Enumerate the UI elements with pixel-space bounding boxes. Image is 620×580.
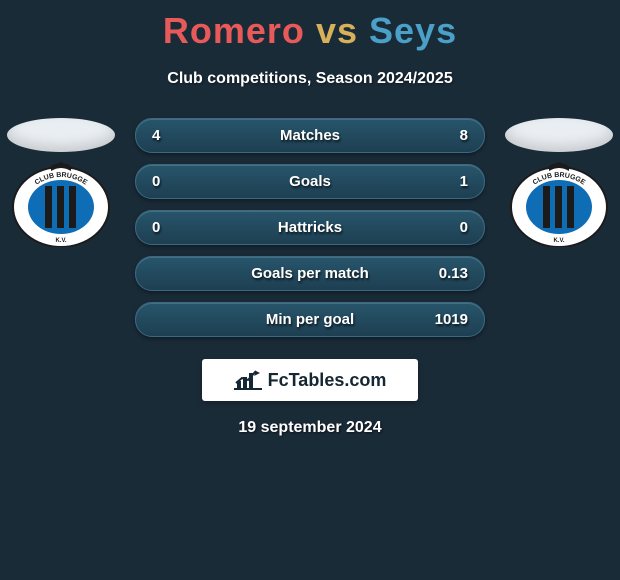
stat-row-matches: 4 Matches 8 xyxy=(135,118,485,153)
stat-right-value: 1019 xyxy=(435,311,468,328)
stat-row-goals: 0 Goals 1 xyxy=(135,164,485,199)
date-label: 19 september 2024 xyxy=(0,419,620,437)
stat-label: Hattricks xyxy=(136,219,484,236)
stat-label: Goals per match xyxy=(136,265,484,282)
subtitle: Club competitions, Season 2024/2025 xyxy=(0,70,620,88)
stat-row-hattricks: 0 Hattricks 0 xyxy=(135,210,485,245)
stat-label: Goals xyxy=(136,173,484,190)
player1-club-badge: CLUB BRUGGE K.V. xyxy=(11,162,111,247)
stat-right-value: 8 xyxy=(460,127,468,144)
player1-name: Romero xyxy=(163,10,305,51)
stats-list: 4 Matches 8 0 Goals 1 0 Hattricks 0 Goal… xyxy=(135,118,485,337)
stat-label: Matches xyxy=(136,127,484,144)
stat-label: Min per goal xyxy=(136,311,484,328)
svg-text:K.V.: K.V. xyxy=(553,238,564,244)
player1-slot: CLUB BRUGGE K.V. xyxy=(6,118,116,247)
player2-name: Seys xyxy=(369,10,457,51)
stat-left-value: 0 xyxy=(152,219,160,236)
svg-text:K.V.: K.V. xyxy=(55,238,66,244)
stat-right-value: 0 xyxy=(460,219,468,236)
comparison-title: Romero vs Seys xyxy=(0,10,620,52)
brand-chart-icon xyxy=(234,369,262,391)
vs-label: vs xyxy=(316,10,358,51)
player2-club-badge: CLUB BRUGGE K.V. xyxy=(509,162,609,247)
header: Romero vs Seys Club competitions, Season… xyxy=(0,0,620,88)
player2-slot: CLUB BRUGGE K.V. xyxy=(504,118,614,247)
stat-right-value: 1 xyxy=(460,173,468,190)
player1-photo xyxy=(7,118,115,152)
player2-photo xyxy=(505,118,613,152)
stat-right-value: 0.13 xyxy=(439,265,468,282)
stat-row-goals-per-match: Goals per match 0.13 xyxy=(135,256,485,291)
brand-badge: FcTables.com xyxy=(202,359,418,401)
stat-row-min-per-goal: Min per goal 1019 xyxy=(135,302,485,337)
comparison-arena: CLUB BRUGGE K.V. CLUB BRUGGE K.V. xyxy=(0,118,620,437)
brand-text: FcTables.com xyxy=(268,370,387,391)
stat-left-value: 4 xyxy=(152,127,160,144)
stat-left-value: 0 xyxy=(152,173,160,190)
